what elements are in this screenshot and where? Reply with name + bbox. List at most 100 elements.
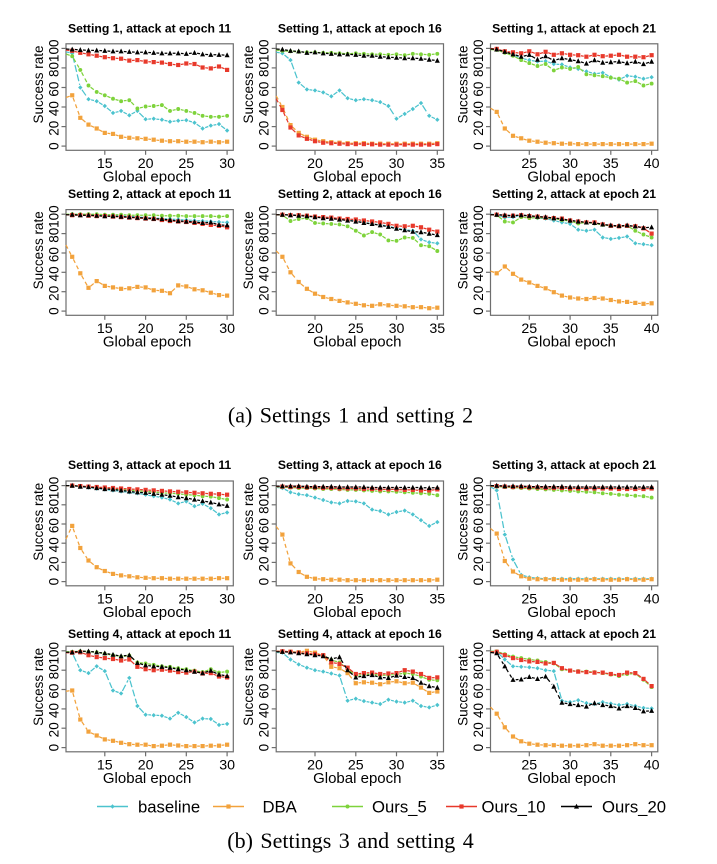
svg-text:80: 80 [47,228,62,243]
svg-text:100: 100 [47,40,62,63]
svg-text:20: 20 [47,556,62,571]
svg-text:40: 40 [471,101,486,116]
svg-text:Ours_20: Ours_20 [602,797,666,816]
svg-text:25: 25 [178,321,194,337]
svg-text:20: 20 [47,722,62,737]
svg-text:100: 100 [471,40,486,63]
svg-text:20: 20 [257,556,272,571]
svg-text:Global epoch: Global epoch [103,168,191,185]
svg-text:80: 80 [257,664,272,679]
svg-text:Setting 4, attack at epoch 11: Setting 4, attack at epoch 11 [68,627,231,641]
svg-text:0: 0 [257,142,272,150]
svg-text:Success rate: Success rate [456,45,471,123]
svg-text:Success rate: Success rate [241,648,256,726]
svg-text:40: 40 [644,757,660,773]
svg-text:30: 30 [562,591,578,607]
svg-text:35: 35 [429,156,445,172]
svg-text:30: 30 [562,156,578,172]
svg-text:Setting 4, attack at epoch 16: Setting 4, attack at epoch 16 [278,627,442,641]
svg-text:20: 20 [47,121,62,136]
svg-text:Global epoch: Global epoch [103,333,191,350]
svg-text:60: 60 [257,247,272,262]
svg-text:40: 40 [47,703,62,718]
svg-text:25: 25 [521,321,537,337]
svg-text:30: 30 [219,591,235,607]
svg-text:80: 80 [257,228,272,243]
svg-text:60: 60 [257,684,272,699]
svg-text:0: 0 [471,142,486,150]
svg-text:15: 15 [97,156,113,172]
svg-text:Success rate: Success rate [31,648,46,726]
svg-text:20: 20 [138,591,154,607]
svg-text:60: 60 [47,247,62,262]
svg-text:100: 100 [47,477,62,500]
svg-text:80: 80 [47,664,62,679]
svg-text:30: 30 [219,156,235,172]
svg-text:80: 80 [257,499,272,514]
svg-text:DBA: DBA [263,797,298,816]
svg-text:Global epoch: Global epoch [313,168,401,185]
svg-text:100: 100 [257,205,272,228]
svg-text:30: 30 [389,591,405,607]
svg-text:100: 100 [471,477,486,500]
svg-text:Success rate: Success rate [456,211,471,289]
svg-text:80: 80 [47,499,62,514]
svg-text:Success rate: Success rate [31,45,46,123]
svg-text:Global epoch: Global epoch [313,333,401,350]
svg-text:Success rate: Success rate [241,211,256,289]
svg-text:Setting 2, attack at epoch 16: Setting 2, attack at epoch 16 [278,187,442,201]
svg-text:60: 60 [257,82,272,97]
svg-text:Global epoch: Global epoch [103,770,191,787]
svg-text:35: 35 [429,591,445,607]
svg-text:35: 35 [603,757,619,773]
svg-text:0: 0 [47,744,62,752]
svg-text:Global epoch: Global epoch [527,770,615,787]
svg-text:20: 20 [257,286,272,301]
svg-text:100: 100 [257,40,272,63]
svg-text:100: 100 [471,642,486,665]
svg-text:30: 30 [389,321,405,337]
svg-text:40: 40 [644,156,660,172]
svg-text:20: 20 [47,286,62,301]
svg-text:20: 20 [138,321,154,337]
svg-text:25: 25 [178,757,194,773]
svg-text:40: 40 [47,266,62,281]
svg-text:20: 20 [307,591,323,607]
svg-text:80: 80 [47,62,62,77]
svg-text:80: 80 [471,499,486,514]
svg-text:20: 20 [307,156,323,172]
svg-text:40: 40 [47,101,62,116]
svg-text:20: 20 [138,156,154,172]
svg-text:25: 25 [348,321,364,337]
svg-text:Global epoch: Global epoch [527,168,615,185]
svg-text:40: 40 [257,101,272,116]
svg-text:0: 0 [257,578,272,586]
svg-text:40: 40 [644,321,660,337]
svg-text:30: 30 [219,321,235,337]
svg-text:(a) Settings 1 and setting 2: (a) Settings 1 and setting 2 [228,402,473,427]
svg-text:80: 80 [471,228,486,243]
svg-text:100: 100 [47,642,62,665]
svg-text:30: 30 [389,156,405,172]
svg-text:Success rate: Success rate [456,648,471,726]
svg-text:25: 25 [348,757,364,773]
svg-text:0: 0 [47,307,62,315]
svg-text:25: 25 [521,156,537,172]
svg-text:35: 35 [429,757,445,773]
svg-text:0: 0 [471,578,486,586]
svg-text:35: 35 [603,591,619,607]
svg-text:0: 0 [471,307,486,315]
svg-text:40: 40 [257,266,272,281]
svg-text:Setting 1, attack at epoch 11: Setting 1, attack at epoch 11 [68,22,231,36]
svg-text:0: 0 [257,744,272,752]
svg-text:30: 30 [389,757,405,773]
svg-text:15: 15 [97,321,113,337]
svg-text:Global epoch: Global epoch [527,333,615,350]
svg-text:20: 20 [257,121,272,136]
svg-text:40: 40 [471,266,486,281]
svg-text:Global epoch: Global epoch [527,604,615,621]
svg-text:40: 40 [47,537,62,552]
svg-text:25: 25 [348,591,364,607]
svg-text:20: 20 [257,722,272,737]
svg-text:35: 35 [603,321,619,337]
